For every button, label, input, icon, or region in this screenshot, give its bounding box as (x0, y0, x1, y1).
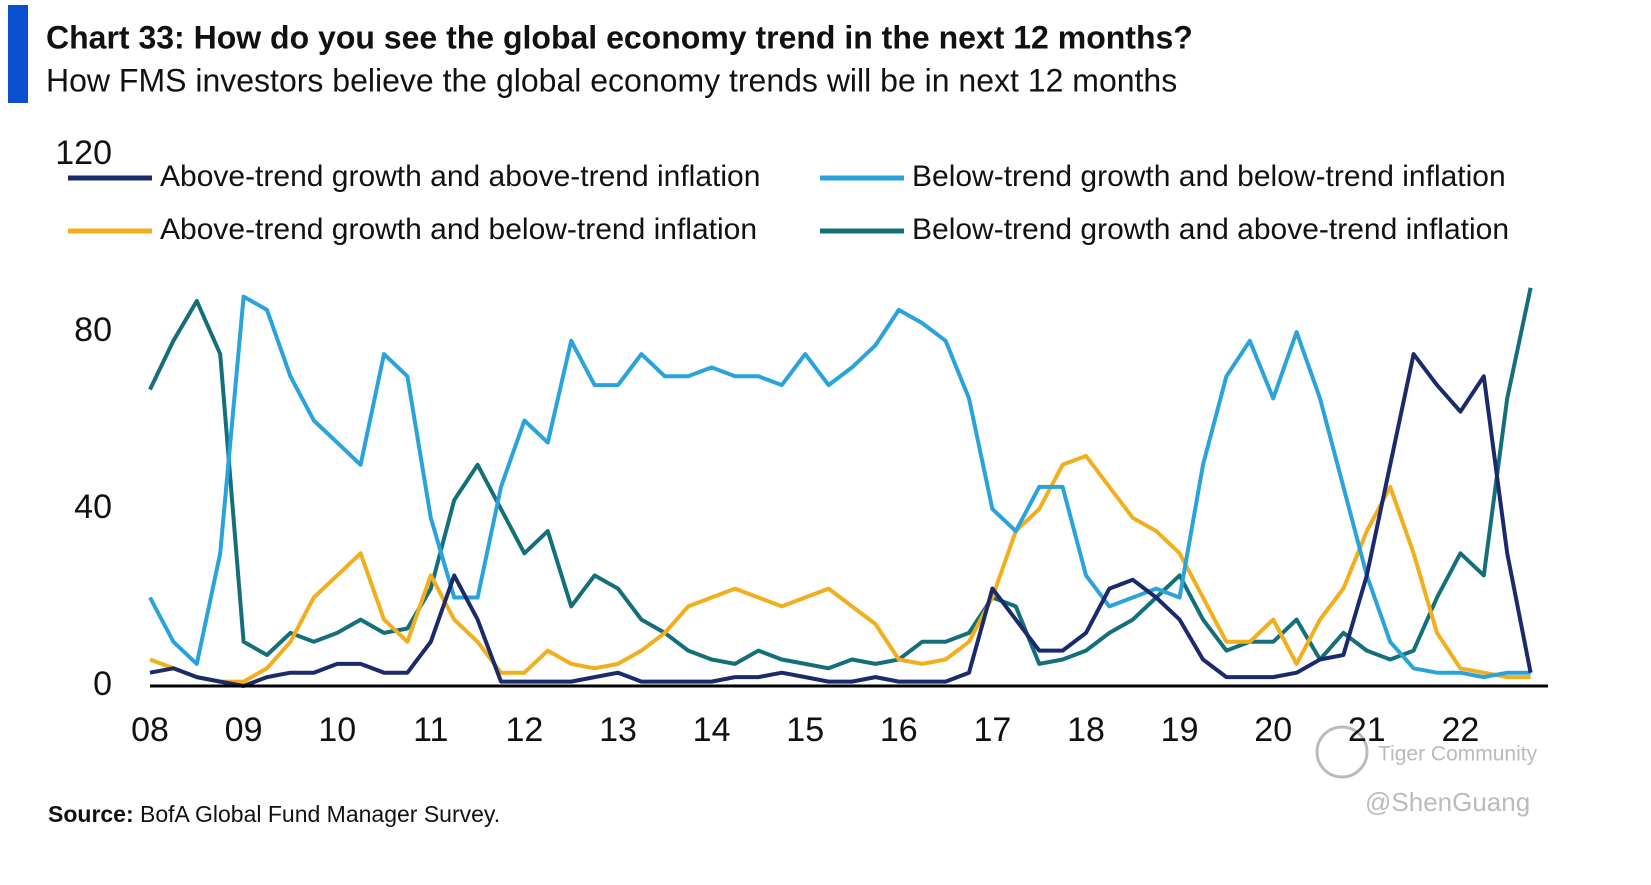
y-tick-label: 80 (74, 311, 112, 349)
watermark: @ShenGuang (1365, 787, 1530, 817)
watermark-logo (1315, 725, 1369, 779)
x-tick-label: 20 (1254, 711, 1292, 749)
y-tick-label: 40 (74, 488, 112, 526)
legend-label: Above-trend growth and below-trend infla… (160, 213, 757, 246)
legend-label: Above-trend growth and above-trend infla… (160, 160, 760, 193)
title-accent (8, 5, 28, 103)
x-tick-label: 19 (1161, 711, 1199, 749)
legend-label: Below-trend growth and below-trend infla… (912, 160, 1506, 193)
series-line (149, 352, 1533, 688)
x-tick-label: 12 (505, 711, 543, 749)
series-line (149, 453, 1531, 684)
x-tick-label: 22 (1441, 711, 1479, 749)
x-tick-label: 21 (1348, 711, 1386, 749)
chart-subtitle: How FMS investors believe the global eco… (46, 62, 1177, 98)
y-tick-label: 0 (93, 665, 112, 703)
watermark: Tiger Community (1378, 743, 1538, 766)
x-tick-label: 17 (973, 711, 1011, 749)
x-tick-label: 08 (131, 711, 169, 749)
source: BofA Global Fund Manager Survey. (140, 801, 500, 827)
x-tick-label: 18 (1067, 711, 1105, 749)
source-label: Source: (48, 801, 134, 827)
legend-label: Below-trend growth and above-trend infla… (912, 213, 1509, 246)
x-tick-label: 14 (693, 711, 731, 749)
x-tick-label: 11 (413, 711, 448, 749)
x-tick-label: 15 (786, 711, 824, 749)
x-tick-label: 10 (318, 711, 356, 749)
series-line (148, 294, 1531, 680)
chart-title: Chart 33: How do you see the global econ… (46, 19, 1193, 55)
y-tick-label: 120 (55, 134, 112, 172)
x-tick-label: 13 (599, 711, 637, 749)
x-tick-label: 16 (880, 711, 918, 749)
x-tick-label: 09 (225, 711, 263, 749)
series-line (148, 287, 1533, 671)
